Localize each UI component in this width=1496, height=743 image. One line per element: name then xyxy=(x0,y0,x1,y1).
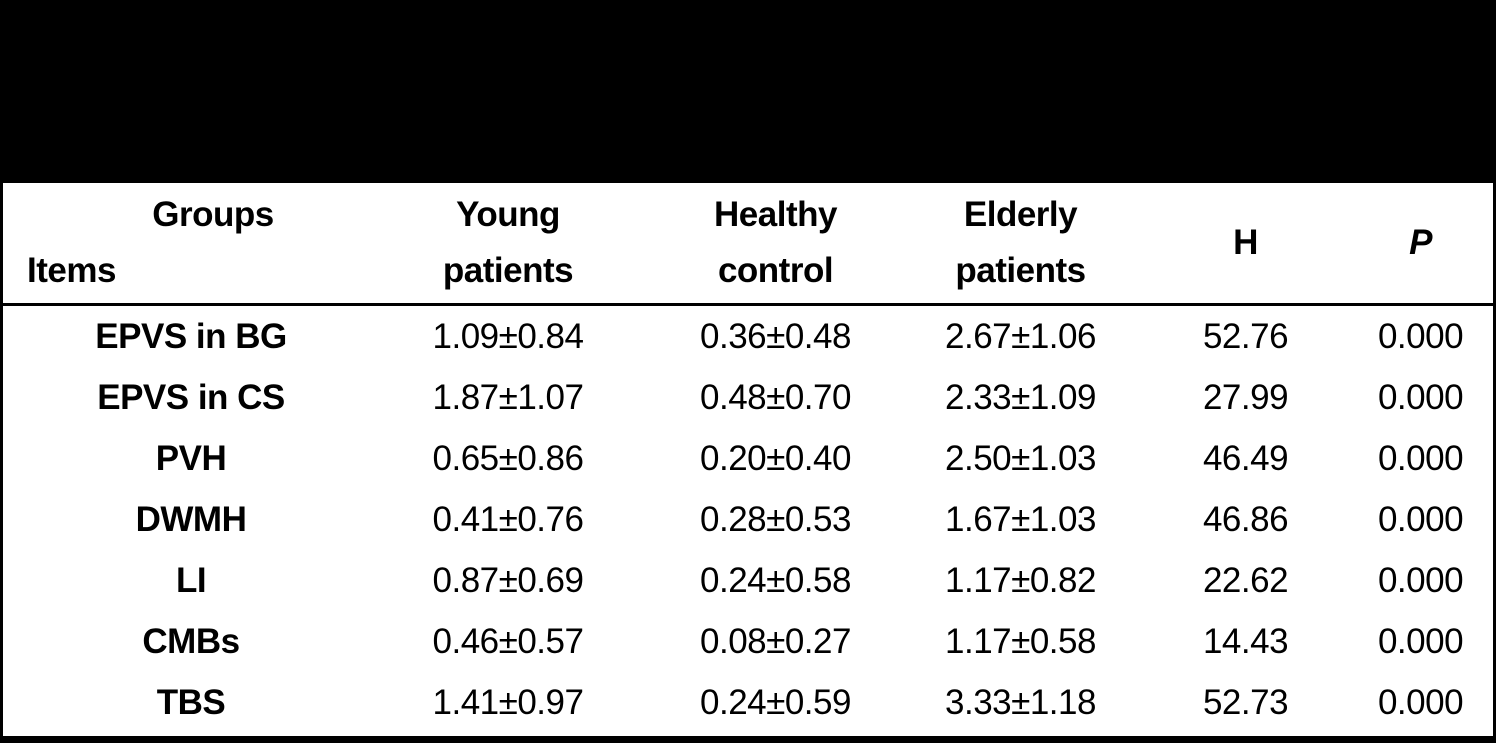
cell-healthy: 0.28±0.53 xyxy=(700,499,851,539)
cell-p: 0.000 xyxy=(1377,560,1464,600)
header-young-line1: Young xyxy=(456,195,560,234)
comparison-table: Groups Items Young patients Healthy cont… xyxy=(3,183,1493,733)
cell-healthy: 0.36±0.48 xyxy=(700,316,851,356)
cell-h: 14.43 xyxy=(1202,621,1289,661)
header-healthy-line2: control xyxy=(717,251,834,290)
header-corner-cell: Groups Items xyxy=(3,183,363,306)
header-row: Groups Items Young patients Healthy cont… xyxy=(3,183,1493,306)
cell-elderly: 1.17±0.82 xyxy=(945,560,1096,600)
cell-young: 1.09±0.84 xyxy=(432,316,584,356)
cell-p: 0.000 xyxy=(1377,621,1464,661)
cell-young: 1.41±0.97 xyxy=(432,682,584,722)
table-row: DWMH 0.41±0.76 0.28±0.53 1.67±1.03 46.86… xyxy=(3,489,1493,550)
cell-h: 52.76 xyxy=(1202,316,1289,356)
table-body: EPVS in BG 1.09±0.84 0.36±0.48 2.67±1.06… xyxy=(3,305,1493,734)
header-young-patients: Young patients xyxy=(363,183,653,306)
row-label: CMBs xyxy=(142,621,240,661)
cell-young: 0.46±0.57 xyxy=(432,621,584,661)
table-row: LI 0.87±0.69 0.24±0.58 1.17±0.82 22.62 0… xyxy=(3,550,1493,611)
header-healthy-line1: Healthy xyxy=(714,195,837,234)
cell-h: 46.86 xyxy=(1202,499,1289,539)
cell-healthy: 0.08±0.27 xyxy=(700,621,851,661)
header-elderly-patients: Elderly patients xyxy=(898,183,1143,306)
cell-healthy: 0.24±0.59 xyxy=(700,682,851,722)
row-label: DWMH xyxy=(135,499,247,539)
header-elderly-line1: Elderly xyxy=(963,195,1078,234)
cell-elderly: 2.67±1.06 xyxy=(945,316,1096,356)
cell-elderly: 1.17±0.58 xyxy=(945,621,1096,661)
header-groups-label: Groups xyxy=(152,195,274,234)
cell-healthy: 0.20±0.40 xyxy=(700,438,851,478)
cell-h: 52.73 xyxy=(1202,682,1289,722)
table-row: EPVS in BG 1.09±0.84 0.36±0.48 2.67±1.06… xyxy=(3,305,1493,368)
table-header: Groups Items Young patients Healthy cont… xyxy=(3,183,1493,306)
cell-young: 0.65±0.86 xyxy=(432,438,584,478)
row-label: EPVS in BG xyxy=(95,316,287,356)
cell-young: 0.87±0.69 xyxy=(432,560,584,600)
cell-healthy: 0.48±0.70 xyxy=(700,377,851,417)
header-items-label: Items xyxy=(27,251,116,290)
cell-p: 0.000 xyxy=(1377,377,1464,417)
table-row: EPVS in CS 1.87±1.07 0.48±0.70 2.33±1.09… xyxy=(3,367,1493,428)
comparison-table-container: Groups Items Young patients Healthy cont… xyxy=(0,183,1496,743)
table-row: TBS 1.41±0.97 0.24±0.59 3.33±1.18 52.73 … xyxy=(3,672,1493,733)
cell-elderly: 2.50±1.03 xyxy=(945,438,1096,478)
cell-elderly: 1.67±1.03 xyxy=(945,499,1096,539)
cell-p: 0.000 xyxy=(1377,499,1464,539)
cell-p: 0.000 xyxy=(1377,682,1464,722)
header-p-value: P xyxy=(1348,183,1493,306)
cell-h: 22.62 xyxy=(1202,560,1289,600)
cell-healthy: 0.24±0.58 xyxy=(700,560,851,600)
cell-elderly: 3.33±1.18 xyxy=(945,682,1096,722)
header-healthy-control: Healthy control xyxy=(653,183,898,306)
row-label: EPVS in CS xyxy=(97,377,285,417)
cell-young: 0.41±0.76 xyxy=(432,499,584,539)
top-black-band xyxy=(0,0,1496,183)
cell-p: 0.000 xyxy=(1377,438,1464,478)
row-label: PVH xyxy=(155,438,227,478)
table-row: PVH 0.65±0.86 0.20±0.40 2.50±1.03 46.49 … xyxy=(3,428,1493,489)
cell-h: 46.49 xyxy=(1202,438,1289,478)
table-row: CMBs 0.46±0.57 0.08±0.27 1.17±0.58 14.43… xyxy=(3,611,1493,672)
row-label: TBS xyxy=(156,682,226,722)
cell-young: 1.87±1.07 xyxy=(432,377,584,417)
cell-p: 0.000 xyxy=(1377,316,1464,356)
header-h-statistic: H xyxy=(1143,183,1348,306)
cell-h: 27.99 xyxy=(1202,377,1289,417)
header-elderly-line2: patients xyxy=(955,251,1086,290)
cell-elderly: 2.33±1.09 xyxy=(945,377,1096,417)
row-label: LI xyxy=(175,560,207,600)
header-young-line2: patients xyxy=(442,251,574,290)
